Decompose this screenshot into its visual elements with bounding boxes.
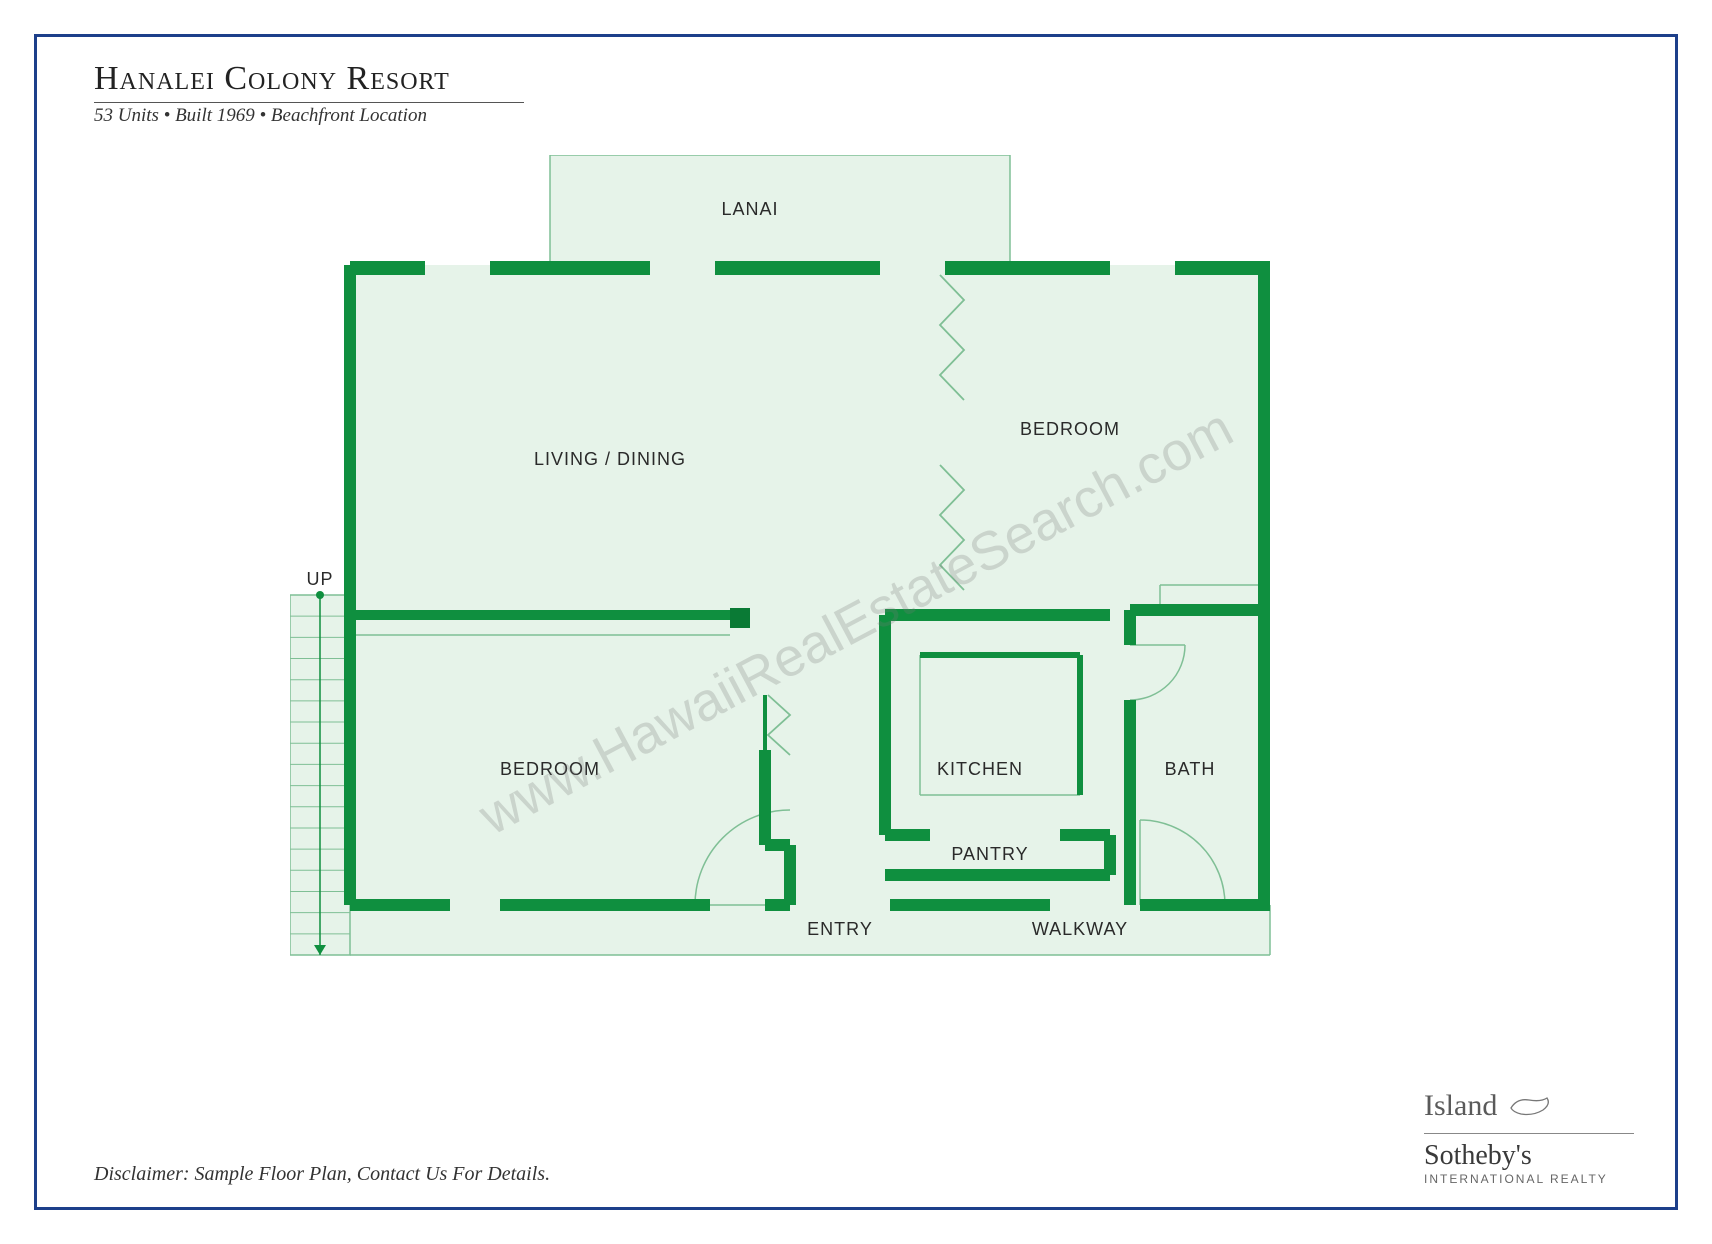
logo-divider: [1424, 1133, 1634, 1134]
title-rule: [94, 102, 524, 103]
logo-line-2: Sotheby's: [1424, 1140, 1634, 1172]
svg-text:WALKWAY: WALKWAY: [1032, 919, 1128, 939]
svg-text:LIVING / DINING: LIVING / DINING: [534, 449, 686, 469]
island-outline-icon: [1507, 1092, 1553, 1120]
svg-text:BEDROOM: BEDROOM: [500, 759, 600, 779]
logo-line-1: Island: [1424, 1089, 1634, 1127]
svg-text:BATH: BATH: [1165, 759, 1216, 779]
svg-text:UP: UP: [306, 569, 333, 589]
svg-text:ENTRY: ENTRY: [807, 919, 873, 939]
floorplan-container: LANAI LIVING / DINING BEDROOM BEDROOM KITCHE…: [290, 155, 1330, 1045]
svg-text:LANAI: LANAI: [721, 199, 778, 219]
logo-island-text: Island: [1424, 1089, 1497, 1123]
brand-logo: Island Sotheby's INTERNATIONAL REALTY: [1424, 1089, 1634, 1186]
svg-text:PANTRY: PANTRY: [951, 844, 1028, 864]
page-subtitle: 53 Units • Built 1969 • Beachfront Locat…: [94, 105, 524, 127]
disclaimer-text: Disclaimer: Sample Floor Plan, Contact U…: [94, 1163, 550, 1186]
page-title: Hanalei Colony Resort: [94, 60, 524, 98]
svg-text:KITCHEN: KITCHEN: [937, 759, 1023, 779]
page: Hanalei Colony Resort 53 Units • Built 1…: [0, 0, 1712, 1244]
header: Hanalei Colony Resort 53 Units • Built 1…: [94, 60, 524, 127]
svg-text:BEDROOM: BEDROOM: [1020, 419, 1120, 439]
floorplan-svg: LANAI LIVING / DINING BEDROOM BEDROOM KITCHE…: [290, 155, 1330, 1045]
logo-line-3: INTERNATIONAL REALTY: [1424, 1172, 1634, 1186]
